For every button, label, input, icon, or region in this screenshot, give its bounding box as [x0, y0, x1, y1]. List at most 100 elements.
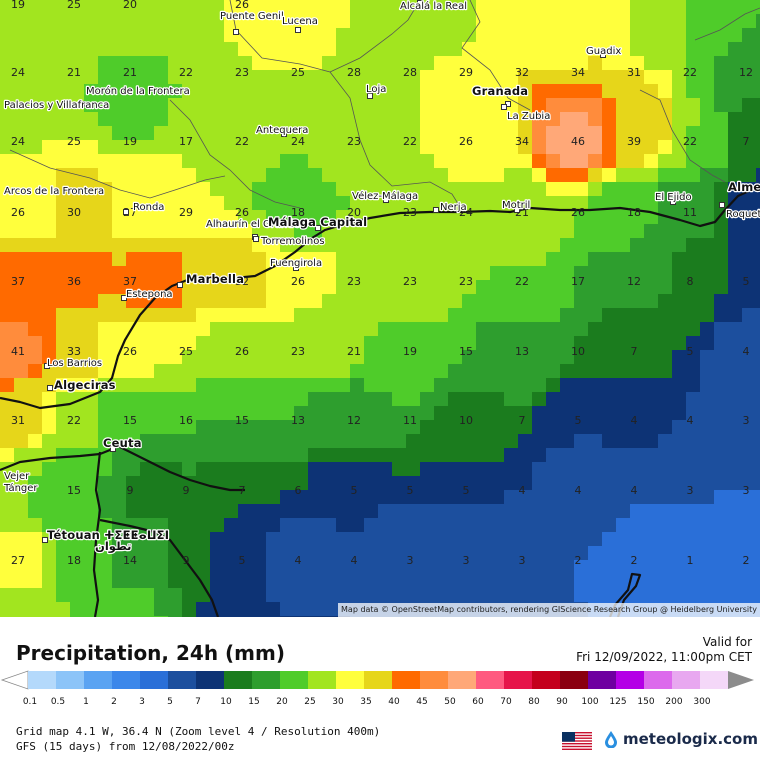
us-flag-icon[interactable]	[562, 732, 592, 750]
grid-cell	[56, 546, 71, 561]
grid-cell	[616, 504, 631, 519]
city-label[interactable]: Morón de la Frontera	[85, 84, 191, 98]
grid-cell	[714, 0, 729, 15]
grid-cell	[322, 434, 337, 449]
grid-value: 4	[631, 484, 638, 497]
grid-cell	[434, 532, 449, 547]
city-label[interactable]: Motril	[501, 199, 532, 212]
city-label[interactable]: Alcalá la Real	[399, 0, 468, 13]
city-label[interactable]: El Ejido	[654, 191, 693, 204]
grid-cell	[154, 0, 169, 15]
grid-value: 16	[179, 414, 193, 427]
grid-cell	[518, 224, 533, 239]
grid-cell	[336, 378, 351, 393]
city-label[interactable]: Lucena	[281, 15, 319, 28]
grid-cell	[42, 406, 57, 421]
grid-cell	[588, 322, 603, 337]
grid-cell	[434, 140, 449, 155]
grid-cell	[266, 308, 281, 323]
city-label[interactable]: Roquetas de Mar	[725, 208, 760, 221]
grid-cell	[490, 504, 505, 519]
city-label[interactable]: Marbella	[185, 271, 245, 287]
grid-cell	[406, 112, 421, 127]
grid-cell	[280, 462, 295, 477]
grid-cell	[42, 574, 57, 589]
city-label[interactable]: Arcos de la Frontera	[3, 185, 106, 198]
grid-cell	[322, 336, 337, 351]
city-label[interactable]: Ronda	[132, 201, 166, 214]
grid-cell	[448, 574, 463, 589]
grid-cell	[644, 406, 659, 421]
grid-value: 25	[179, 345, 193, 358]
city-label[interactable]: Estepona	[125, 288, 174, 301]
grid-cell	[518, 308, 533, 323]
city-label[interactable]: Granada	[471, 83, 529, 99]
grid-cell	[378, 280, 393, 295]
grid-cell	[70, 378, 85, 393]
city-label[interactable]: Nerja	[439, 201, 468, 214]
grid-cell	[658, 210, 673, 225]
grid-cell	[182, 168, 197, 183]
grid-cell	[14, 322, 29, 337]
grid-cell	[714, 308, 729, 323]
city-label[interactable]: Antequera	[255, 124, 310, 137]
grid-cell	[490, 112, 505, 127]
city-label[interactable]: La Zubia	[506, 110, 552, 123]
grid-cell	[742, 140, 757, 155]
city-label[interactable]: Puente Genil	[219, 10, 285, 23]
city-label[interactable]: Tánger	[2, 481, 40, 495]
city-label[interactable]: Almería	[727, 179, 760, 195]
grid-cell	[714, 420, 729, 435]
grid-cell	[644, 448, 659, 463]
grid-cell	[322, 518, 337, 533]
grid-cell	[420, 588, 435, 603]
grid-cell	[658, 392, 673, 407]
grid-cell	[336, 28, 351, 43]
grid-cell	[462, 294, 477, 309]
grid-cell	[280, 112, 295, 127]
precipitation-map[interactable]: 19 25 20 26 24 21 21 22 23 25 28 28 29 32 34 31 22 12 24 25…	[0, 0, 760, 617]
grid-cell	[462, 462, 477, 477]
grid-cell	[420, 308, 435, 323]
map-footer: Precipitation, 24h (mm) Valid for Fri 12…	[0, 617, 760, 760]
grid-cell	[238, 196, 253, 211]
brand-logo[interactable]: meteologix.com	[602, 730, 758, 748]
city-label[interactable]: Loja	[365, 83, 388, 96]
grid-cell	[602, 98, 617, 113]
grid-cell	[42, 308, 57, 323]
legend-swatch	[168, 671, 196, 689]
grid-cell	[532, 588, 547, 603]
grid-cell	[378, 490, 393, 505]
city-label[interactable]: Torremolinos	[259, 235, 326, 248]
grid-cell	[126, 588, 141, 603]
grid-cell	[742, 588, 757, 603]
grid-cell	[700, 504, 715, 519]
grid-cell	[574, 0, 589, 15]
city-label[interactable]: Guadix	[585, 45, 623, 58]
city-label[interactable]: Tétouan ⵜⵉⵟⵟⴰⵡⵉⵏ	[46, 527, 170, 543]
grid-cell	[154, 14, 169, 29]
city-label[interactable]: Fuengirola	[269, 257, 323, 270]
grid-cell	[406, 42, 421, 57]
valid-time[interactable]: Fri 12/09/2022, 11:00pm CET	[576, 650, 752, 664]
grid-cell	[42, 126, 57, 141]
grid-value: 24	[291, 135, 305, 148]
grid-cell	[252, 588, 267, 603]
model-info[interactable]: GFS (15 days) from 12/08/2022/00z	[16, 740, 235, 753]
grid-cell	[140, 56, 155, 71]
grid-cell	[84, 350, 99, 365]
grid-cell	[672, 14, 687, 29]
city-label[interactable]: تطوان	[94, 538, 133, 555]
grid-cell	[476, 224, 491, 239]
city-label[interactable]: Algeciras	[53, 377, 117, 393]
city-label[interactable]: Los Barrios	[46, 357, 103, 370]
city-label[interactable]: Ceuta	[102, 435, 143, 451]
grid-cell	[308, 280, 323, 295]
city-label[interactable]: Alhaurín el Grande	[205, 217, 301, 231]
city-label[interactable]: Vélez-Málaga	[351, 189, 420, 203]
city-label[interactable]: Vejer	[3, 470, 32, 483]
grid-cell	[322, 532, 337, 547]
city-label[interactable]: Palacios y Villafranca	[3, 99, 111, 112]
legend-swatch	[84, 671, 112, 689]
city-label[interactable]: Málaga Capital	[267, 214, 368, 230]
